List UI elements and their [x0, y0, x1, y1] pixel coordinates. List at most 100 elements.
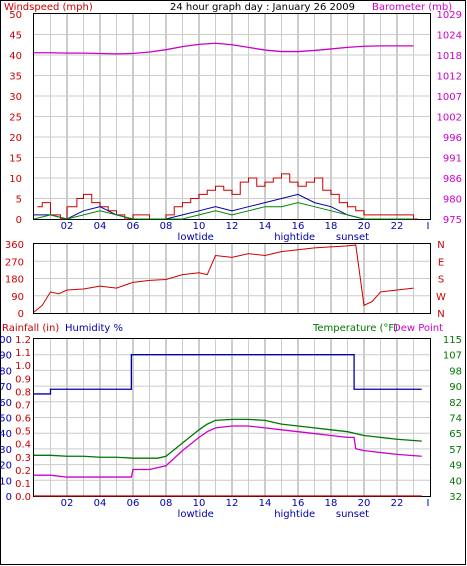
rain-tick-label: 1.0	[15, 361, 31, 372]
temperature-tick-label: 49	[449, 461, 462, 472]
barometer-line	[34, 42, 414, 55]
humidity-tick-label: 30	[0, 445, 12, 456]
compass-tick-label: N	[437, 309, 444, 320]
hour-tick-label: 12	[226, 498, 239, 509]
rain-tick-label: 0.6	[15, 414, 31, 425]
hour-tick-label: 06	[127, 498, 140, 509]
direction-line	[33, 244, 414, 313]
temperature-tick-label: 98	[449, 366, 462, 377]
hour-tick-label: 22	[391, 221, 404, 232]
temperature-tick-label: 107	[443, 351, 462, 362]
barometer-tick-label: 1002	[437, 113, 462, 124]
wind-tick-label: 25	[9, 113, 22, 124]
temperature-tick-label: 40	[449, 476, 462, 487]
wind-tick-label: 10	[9, 174, 22, 185]
temperature-tick-label: 115	[443, 335, 462, 346]
hour-tick-label: 12	[226, 221, 239, 232]
direction-tick-label: 270	[5, 257, 24, 268]
hour-tick-label: 22	[391, 498, 404, 509]
barometer-tick-label: 986	[443, 174, 462, 185]
rain-tick-label: 1.2	[15, 335, 31, 346]
wind-tick-label: 20	[9, 133, 22, 144]
temperature-label: Temperature (°F)	[312, 323, 398, 334]
dewpoint-line	[34, 425, 422, 478]
hour-tick-label: 10	[193, 221, 206, 232]
windspeed-trace	[37, 173, 418, 220]
hour-tick-label: 16	[292, 221, 305, 232]
hour-tick-label: 18	[325, 498, 338, 509]
wind-tick-label: 35	[9, 72, 22, 83]
hour-tick-label: 14	[259, 498, 272, 509]
barometer-tick-label: 980	[443, 195, 462, 206]
panel-wind-frame	[33, 13, 431, 220]
temperature-tick-label: 74	[449, 414, 462, 425]
hour-tick-label: 20	[358, 221, 371, 232]
windspeed-label: Windspeed (mph)	[4, 2, 93, 13]
axis-end-mark: I	[427, 221, 430, 232]
compass-tick-label: W	[436, 292, 446, 303]
hour-tick-label: 06	[127, 221, 140, 232]
rain-tick-label: 0.7	[15, 400, 31, 411]
event-label-sunset: sunset	[336, 232, 369, 243]
humidity-tick-label: 50	[0, 414, 12, 425]
humidity-tick-label: 90	[0, 351, 12, 362]
dewpoint-label: Dew Point	[393, 323, 443, 334]
direction-tick-label: 180	[5, 275, 24, 286]
direction-tick-label: 90	[11, 292, 24, 303]
graph-title: 24 hour graph day : January 26 2009	[170, 2, 355, 13]
barometer-label: Barometer (mb)	[372, 2, 452, 13]
barometer-tick-label: 996	[443, 133, 462, 144]
wind-tick-label: 45	[9, 31, 22, 42]
humidity-tick-label: 100	[0, 335, 12, 346]
temperature-tick-label: 57	[449, 445, 462, 456]
wind-tick-label: 15	[9, 154, 22, 165]
event-label-hightide: hightide	[274, 509, 315, 520]
hour-tick-label: 10	[193, 498, 206, 509]
rain-tick-label: 0.3	[15, 453, 31, 464]
rain-tick-label: 0.9	[15, 374, 31, 385]
rainfall-label: Rainfall (in)	[2, 323, 59, 334]
temperature-tick-label: 82	[449, 398, 462, 409]
barometer-tick-label: 1007	[437, 92, 462, 103]
rain-tick-label: 0.1	[15, 479, 31, 490]
hour-tick-label: 04	[94, 498, 107, 509]
wind-tick-label: 40	[9, 51, 22, 62]
rain-tick-label: 0.4	[15, 440, 31, 451]
temperature-tick-label: 65	[449, 429, 462, 440]
wind-tick-label: 5	[16, 195, 22, 206]
hour-tick-label: 02	[61, 221, 74, 232]
humidity-tick-label: 10	[0, 476, 12, 487]
panel-direction-frame	[33, 243, 431, 314]
temperature-tick-label: 32	[449, 492, 462, 503]
rain-tick-label: 0.8	[15, 387, 31, 398]
barometer-tick-label: 1018	[437, 51, 462, 62]
wind-tick-label: 30	[9, 92, 22, 103]
barometer-tick-label: 1029	[437, 10, 462, 21]
barometer-tick-label: 1012	[437, 72, 462, 83]
barometer-tick-label: 991	[443, 154, 462, 165]
humidity-tick-label: 70	[0, 382, 12, 393]
barometer-tick-label: 1024	[437, 31, 462, 42]
rain-tick-label: 0.5	[15, 427, 31, 438]
event-label-lowtide: lowtide	[178, 232, 214, 243]
temperature-tick-label: 90	[449, 382, 462, 393]
hour-tick-label: 16	[292, 498, 305, 509]
humidity-tick-label: 20	[0, 461, 12, 472]
hour-tick-label: 14	[259, 221, 272, 232]
rain-tick-label: 0.2	[15, 466, 31, 477]
rain-tick-label: 0.0	[15, 492, 31, 503]
humidity-line	[34, 354, 422, 395]
humidity-tick-label: 0	[6, 492, 12, 503]
hour-tick-label: 04	[94, 221, 107, 232]
hour-tick-label: 08	[160, 221, 173, 232]
hour-tick-label: 02	[61, 498, 74, 509]
humidity-tick-label: 60	[0, 398, 12, 409]
event-label-lowtide: lowtide	[178, 509, 214, 520]
compass-tick-label: N	[437, 240, 444, 251]
event-label-sunset: sunset	[336, 509, 369, 520]
direction-tick-label: 360	[5, 240, 24, 251]
direction-tick-label: 0	[18, 309, 24, 320]
